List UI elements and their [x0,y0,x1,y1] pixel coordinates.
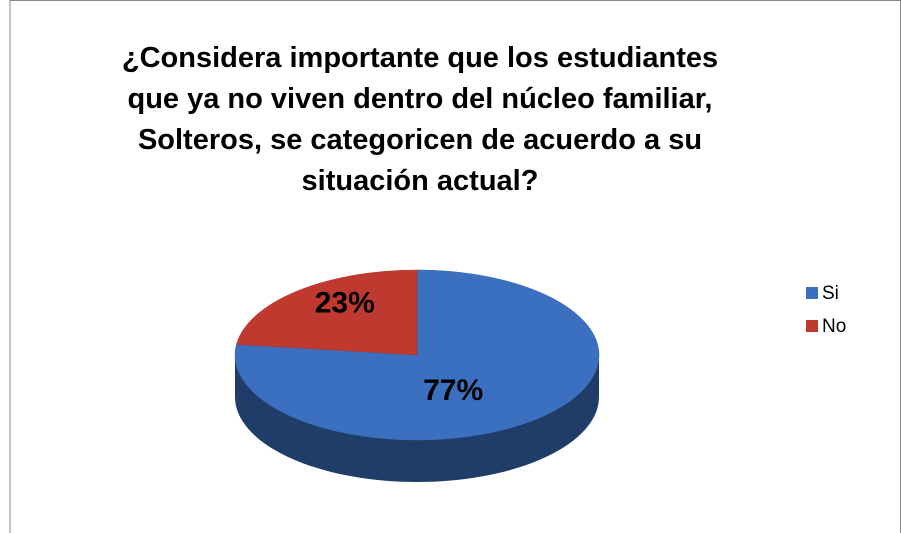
pie-slice [234,269,600,441]
data-label: 23% [315,287,375,320]
data-label: 77% [423,374,483,407]
legend-swatch [806,287,818,299]
pie-slice [236,269,418,356]
legend-swatch [806,320,818,332]
legend-label: Si [822,283,839,304]
chart-title: ¿Considera importante que los estudiante… [121,42,719,197]
pie-side [235,355,599,482]
legend-label: No [822,316,846,337]
